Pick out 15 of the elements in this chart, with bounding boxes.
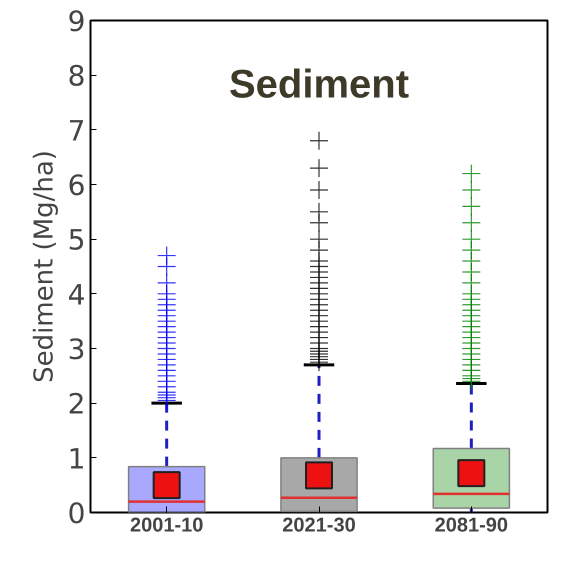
x-tick-label: 2021-30 bbox=[282, 514, 356, 536]
text: Sediment bbox=[228, 62, 410, 106]
y-tick-label: 7 bbox=[68, 114, 86, 148]
y-tick-label: 5 bbox=[68, 224, 86, 257]
y-tick-label: 9 bbox=[68, 5, 86, 38]
x-tick-label: 2001-10 bbox=[130, 514, 204, 536]
x-tick-label: 2081-90 bbox=[434, 514, 508, 536]
y-tick-label: 3 bbox=[68, 333, 86, 366]
y-tick-label: 6 bbox=[68, 169, 86, 202]
y-tick-label: 4 bbox=[68, 278, 86, 312]
y-axis-title: Sediment (Mg/ha) bbox=[30, 150, 60, 383]
y-tick-label: 2 bbox=[68, 388, 86, 421]
y-tick-label: 8 bbox=[68, 60, 86, 93]
y-tick-label: 1 bbox=[68, 442, 86, 476]
y-tick-label: 0 bbox=[68, 497, 86, 530]
